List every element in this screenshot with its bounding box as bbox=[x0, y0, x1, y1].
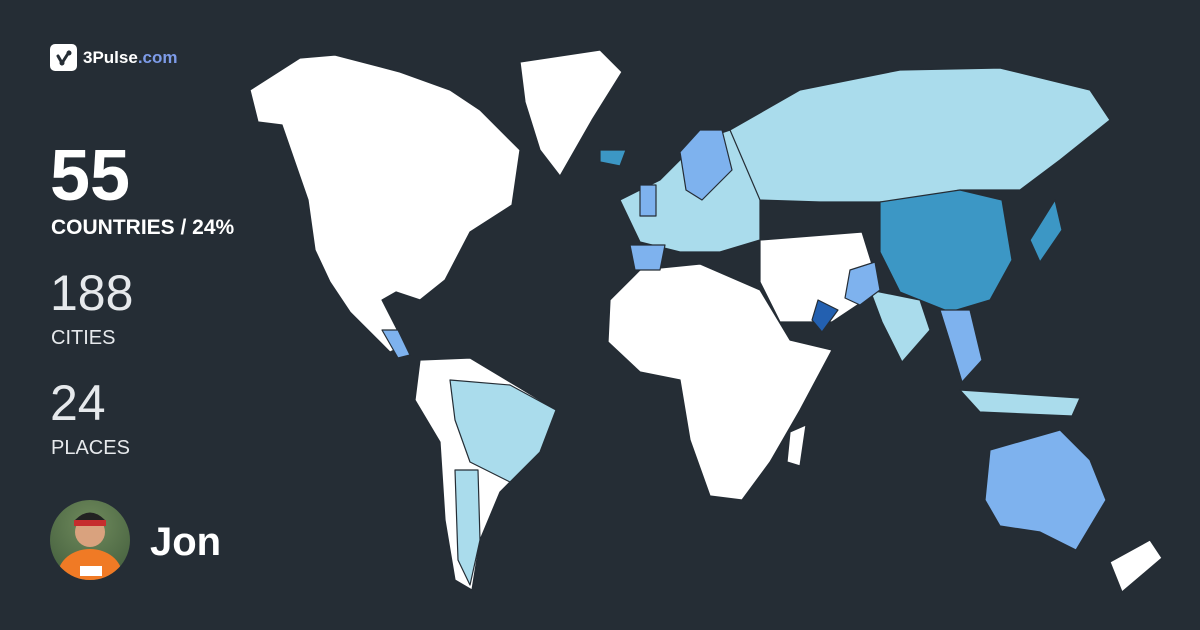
southeast-asia[interactable] bbox=[939, 309, 983, 383]
country-iceland[interactable] bbox=[599, 149, 627, 167]
avatar[interactable] bbox=[50, 500, 130, 580]
country-brazil[interactable] bbox=[449, 379, 557, 483]
pulse-check-icon bbox=[50, 44, 77, 71]
country-australia[interactable] bbox=[984, 429, 1107, 551]
brand-tld: .com bbox=[137, 47, 178, 67]
places-label: PLACES bbox=[51, 437, 130, 459]
country-argentina[interactable] bbox=[454, 469, 481, 586]
country-china[interactable] bbox=[879, 189, 1013, 313]
africa[interactable] bbox=[607, 263, 833, 501]
new-zealand[interactable] bbox=[1109, 539, 1163, 593]
madagascar[interactable] bbox=[786, 424, 807, 467]
brand-logo[interactable]: 3Pulse.com bbox=[50, 44, 178, 71]
user-name: Jon bbox=[150, 520, 222, 564]
countries-label: COUNTRIES / 24% bbox=[51, 216, 235, 239]
country-sweden-norway[interactable] bbox=[679, 129, 733, 201]
country-india[interactable] bbox=[869, 289, 931, 363]
places-count: 24 bbox=[50, 375, 106, 431]
country-uk[interactable] bbox=[639, 184, 657, 217]
cities-count: 188 bbox=[50, 265, 134, 321]
country-pakistan[interactable] bbox=[844, 261, 881, 306]
greenland[interactable] bbox=[519, 49, 623, 177]
brand-name: 3Pulse bbox=[83, 47, 138, 67]
countries-count: 55 bbox=[50, 136, 131, 216]
indonesia[interactable] bbox=[959, 389, 1081, 417]
north-america[interactable] bbox=[249, 54, 521, 353]
cities-label: CITIES bbox=[51, 327, 116, 349]
country-spain[interactable] bbox=[629, 244, 666, 271]
country-central-america[interactable] bbox=[381, 329, 411, 359]
country-japan[interactable] bbox=[1029, 199, 1063, 263]
country-russia[interactable] bbox=[729, 67, 1111, 203]
country-oman[interactable] bbox=[811, 299, 839, 333]
